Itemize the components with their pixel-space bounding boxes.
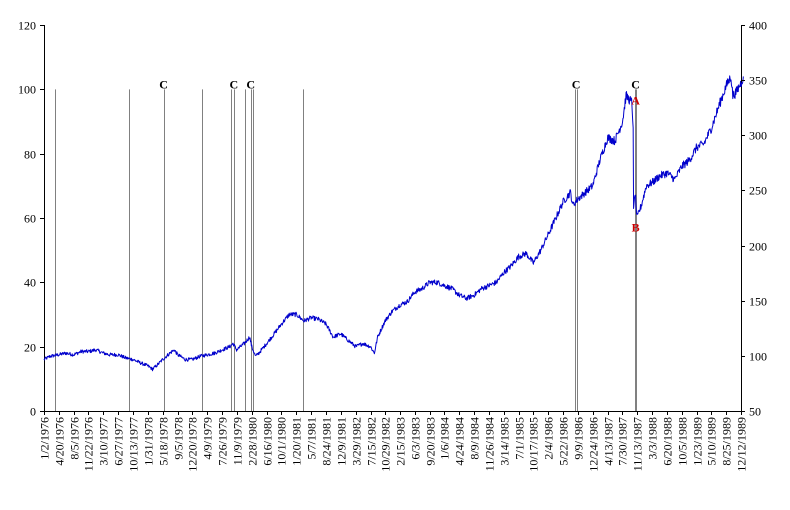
x-tick-label: 10/13/1977 [127,417,141,472]
x-tick-label: 12/24/1986 [587,417,601,472]
x-tick-label: 11/9/1979 [231,417,245,465]
x-tick-label: 9/9/1986 [572,417,586,460]
x-tick-label: 4/20/1976 [53,417,67,466]
annotation-label: C [246,78,255,92]
x-tick-label: 12/20/1978 [186,417,200,472]
x-tick-label: 3/14/1985 [498,417,512,466]
right-tick-label: 150 [749,295,767,309]
x-tick-label: 4/9/1979 [201,417,215,460]
annotation-label: B [632,221,640,235]
annotation-label: A [631,94,640,108]
x-tick-label: 11/22/1976 [82,417,96,471]
annotation-label: C [572,78,581,92]
x-tick-label: 8/9/1984 [468,417,482,460]
x-tick-label: 2/15/1983 [394,417,408,466]
x-tick-label: 8/25/1989 [720,417,734,466]
x-tick-label: 1/23/1989 [691,417,705,466]
left-tick-label: 80 [24,148,36,162]
x-tick-label: 3/10/1977 [97,417,111,466]
x-tick-label: 9/5/1978 [172,417,186,460]
x-tick-label: 11/26/1984 [483,417,497,471]
x-tick-label: 7/1/1985 [513,417,527,460]
left-tick-label: 20 [24,341,36,355]
left-tick-label: 120 [18,19,36,33]
left-tick-label: 100 [18,83,36,97]
right-tick-label: 400 [749,19,767,33]
x-tick-label: 6/27/1977 [112,417,126,466]
x-tick-label: 5/10/1989 [705,417,719,466]
right-tick-label: 50 [749,405,761,419]
series-line [43,75,744,372]
x-tick-label: 10/29/1982 [379,417,393,472]
left-tick-label: 60 [24,212,36,226]
x-tick-label: 2/28/1980 [246,417,260,466]
x-axis-ticks: 1/2/1976 4/20/1976 8/5/1976 11/22/1976 3/10/… [38,411,749,472]
x-tick-label: 1/2/1976 [38,417,52,460]
left-axis-ticks: 0 20 40 60 80 100 120 [18,19,44,419]
right-tick-label: 300 [749,129,767,143]
x-tick-label: 7/30/1987 [616,417,630,466]
x-tick-label: 1/20/1981 [290,417,304,466]
x-tick-label: 10/5/1988 [676,417,690,466]
left-tick-label: 40 [24,276,36,290]
x-tick-label: 3/3/1988 [646,417,660,460]
x-tick-label: 5/18/1978 [157,417,171,466]
x-tick-label: 12/12/1989 [735,417,749,472]
x-tick-label: 5/7/1981 [305,417,319,460]
x-tick-label: 7/26/1979 [216,417,230,466]
annotations: C C C C CAB [159,78,640,235]
annotation-label: C [631,78,640,92]
right-tick-label: 350 [749,74,767,88]
right-tick-label: 250 [749,184,767,198]
x-tick-label: 4/24/1984 [453,417,467,466]
left-tick-label: 0 [30,405,36,419]
x-tick-label: 11/13/1987 [631,417,645,471]
x-tick-label: 6/20/1988 [661,417,675,466]
right-axis-ticks: 50 100 150 200 250 300 350 400 [741,19,767,419]
x-tick-label: 8/24/1981 [320,417,334,466]
x-tick-label: 10/1/1980 [275,417,289,466]
x-tick-label: 5/22/1986 [557,417,571,466]
x-tick-label: 3/29/1982 [350,417,364,466]
x-tick-label: 1/31/1978 [142,417,156,466]
x-tick-label: 6/3/1983 [409,417,423,460]
annotation-label: C [229,78,238,92]
series-group [43,75,744,372]
annotation-label: C [159,78,168,92]
x-tick-label: 6/16/1980 [261,417,275,466]
x-tick-label: 12/9/1981 [335,417,349,466]
axes [44,25,742,412]
x-tick-label: 4/13/1987 [602,417,616,466]
x-tick-label: 10/17/1985 [527,417,541,472]
marker-lines [55,89,637,411]
x-tick-label: 1/6/1984 [438,417,452,460]
x-tick-label: 9/20/1983 [424,417,438,466]
right-tick-label: 200 [749,240,767,254]
x-tick-label: 2/4/1986 [542,417,556,460]
x-tick-label: 8/5/1976 [68,417,82,460]
x-tick-label: 7/15/1982 [365,417,379,466]
right-tick-label: 100 [749,350,767,364]
